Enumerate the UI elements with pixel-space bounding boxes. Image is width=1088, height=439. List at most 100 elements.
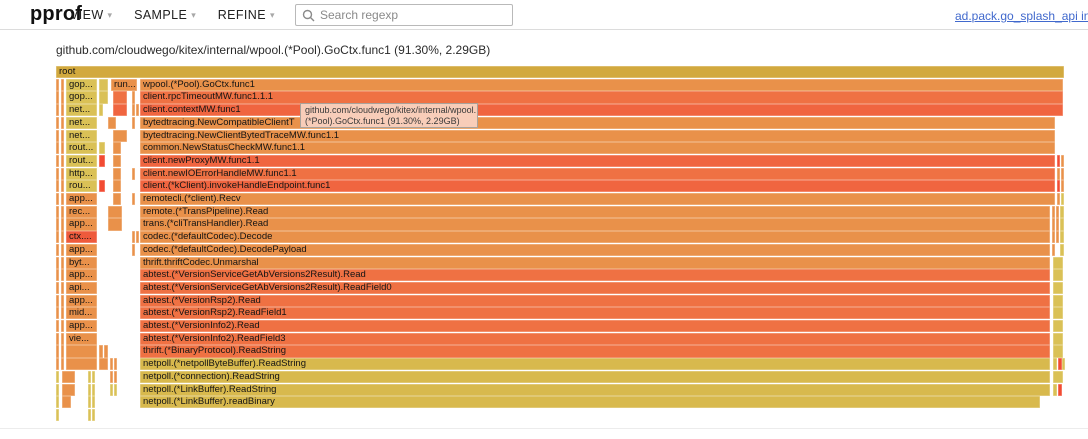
menu-view[interactable]: VIEW ▾ [70, 8, 113, 22]
flame-cell-small[interactable] [88, 408, 91, 422]
flame-cell-small[interactable] [99, 91, 108, 104]
flame-cell-small[interactable] [92, 370, 95, 383]
flame-cell-small[interactable] [1057, 180, 1060, 193]
flame-cell-small[interactable] [61, 269, 64, 282]
flame-cell-small[interactable] [99, 104, 103, 117]
search-box[interactable] [295, 4, 513, 26]
flame-cell[interactable]: netpoll.(*connection).ReadString [140, 370, 1050, 383]
flame-cell[interactable]: trans.(*cliTransHandler).Read [140, 218, 1050, 231]
flame-cell-small[interactable] [1057, 154, 1060, 168]
flame-cell[interactable]: rout... [66, 154, 97, 168]
flame-cell[interactable]: thrift.(*BinaryProtocol).ReadString [140, 345, 1050, 358]
flame-cell-small[interactable] [56, 358, 59, 371]
flame-cell-small[interactable] [1060, 243, 1064, 256]
flame-cell-small[interactable] [136, 231, 139, 244]
flame-cell-small[interactable] [56, 320, 59, 333]
flame-cell-small[interactable] [56, 269, 59, 282]
flame-cell-small[interactable] [1056, 218, 1059, 231]
flame-cell-small[interactable] [1060, 205, 1064, 218]
flame-cell-small[interactable] [61, 358, 64, 371]
flame-cell-small[interactable] [92, 408, 95, 422]
flame-cell-small[interactable] [61, 231, 64, 244]
flame-cell[interactable]: client.contextMW.func1 [140, 104, 1063, 117]
flame-cell-small[interactable] [61, 129, 64, 142]
flame-cell-small[interactable] [1052, 243, 1055, 256]
flame-cell-small[interactable] [1061, 154, 1064, 168]
flame-cell-small[interactable] [1056, 231, 1059, 244]
profile-link[interactable]: ad.pack.go_splash_api inuse_sp [955, 9, 1088, 23]
flame-cell-small[interactable] [56, 205, 59, 218]
flame-cell-small[interactable] [113, 167, 121, 180]
flame-cell[interactable]: net... [66, 104, 97, 117]
flame-cell-small[interactable] [56, 307, 59, 320]
flame-cell-small[interactable] [56, 345, 59, 358]
flame-cell[interactable]: thrift.thriftCodec.Unmarshal [140, 256, 1050, 269]
flame-cell[interactable]: gop... [66, 91, 97, 104]
flame-cell-small[interactable] [56, 408, 59, 422]
flame-cell-small[interactable] [132, 167, 135, 180]
flame-cell-small[interactable] [61, 154, 64, 168]
flame-cell-small[interactable] [56, 91, 59, 104]
flame-cell[interactable]: wpool.(*Pool).GoCtx.func1 [140, 78, 1063, 91]
flame-cell-small[interactable] [1052, 231, 1055, 244]
flame-cell-small[interactable] [61, 167, 64, 180]
flame-cell-small[interactable] [56, 180, 59, 193]
flame-cell[interactable]: codec.(*defaultCodec).Decode [140, 231, 1050, 244]
flame-cell-small[interactable] [132, 116, 135, 129]
flame-cell-small[interactable] [1053, 294, 1063, 307]
flame-cell[interactable]: abtest.(*VersionRsp2).Read [140, 294, 1050, 307]
flame-cell-small[interactable] [61, 294, 64, 307]
flame-cell[interactable]: bytedtracing.NewCompatibleClientT [140, 116, 1055, 129]
flame-cell-small[interactable] [114, 383, 117, 396]
flame-cell-small[interactable] [1053, 332, 1063, 345]
flame-cell[interactable]: rec... [66, 205, 97, 218]
flame-cell[interactable]: remote.(*TransPipeline).Read [140, 205, 1050, 218]
flame-cell-small[interactable] [113, 142, 121, 155]
flame-cell-small[interactable] [99, 142, 105, 155]
flame-cell-small[interactable] [61, 104, 64, 117]
flame-cell-small[interactable] [132, 91, 135, 104]
flame-cell-small[interactable] [62, 370, 75, 383]
flame-cell-small[interactable] [1053, 383, 1057, 396]
flame-cell-small[interactable] [61, 345, 64, 358]
flame-cell-small[interactable] [1053, 358, 1057, 371]
flame-cell-small[interactable] [108, 116, 116, 129]
flame-cell-small[interactable] [1053, 281, 1063, 295]
flame-cell-small[interactable] [56, 218, 59, 231]
flame-cell-small[interactable] [56, 243, 59, 256]
flame-cell[interactable]: root [56, 66, 1064, 79]
flame-cell-small[interactable] [61, 193, 64, 206]
flame-cell-small[interactable] [113, 154, 121, 168]
flame-cell-small[interactable] [61, 180, 64, 193]
flame-cell-small[interactable] [88, 396, 91, 409]
flame-cell-small[interactable] [56, 104, 59, 117]
flame-cell-small[interactable] [61, 307, 64, 320]
flame-cell[interactable]: net... [66, 129, 97, 142]
flame-cell-small[interactable] [1060, 231, 1064, 244]
flame-cell[interactable]: app... [66, 193, 97, 206]
flame-cell-small[interactable] [1052, 218, 1055, 231]
flame-cell[interactable]: abtest.(*VersionServiceGetAbVersions2Res… [140, 281, 1050, 295]
flame-cell[interactable]: app... [66, 269, 97, 282]
flame-cell-small[interactable] [56, 396, 59, 409]
flame-cell-small[interactable] [61, 320, 64, 333]
flame-cell[interactable]: netpoll.(*LinkBuffer).ReadString [140, 383, 1050, 396]
flame-cell-small[interactable] [56, 256, 59, 269]
flame-cell[interactable]: app... [66, 243, 97, 256]
search-input[interactable] [320, 8, 506, 22]
flame-cell-small[interactable] [132, 243, 135, 256]
flame-cell-small[interactable] [62, 396, 71, 409]
flame-cell[interactable]: rou... [66, 180, 97, 193]
flame-cell[interactable]: netpoll.(*netpollByteBuffer).ReadString [140, 358, 1050, 371]
flame-cell-small[interactable] [104, 345, 108, 358]
flame-cell-small[interactable] [56, 154, 59, 168]
flame-cell[interactable]: abtest.(*VersionInfo2).Read [140, 320, 1050, 333]
flame-cell-small[interactable] [113, 193, 121, 206]
flame-cell-small[interactable] [56, 370, 59, 383]
flame-cell-small[interactable] [56, 231, 59, 244]
flame-cell-small[interactable] [110, 370, 113, 383]
flame-cell-small[interactable] [88, 383, 91, 396]
flame-cell-small[interactable] [1061, 167, 1064, 180]
flame-cell[interactable]: abtest.(*VersionServiceGetAbVersions2Res… [140, 269, 1050, 282]
flame-cell[interactable]: bytedtracing.NewClientBytedTraceMW.func1… [140, 129, 1055, 142]
